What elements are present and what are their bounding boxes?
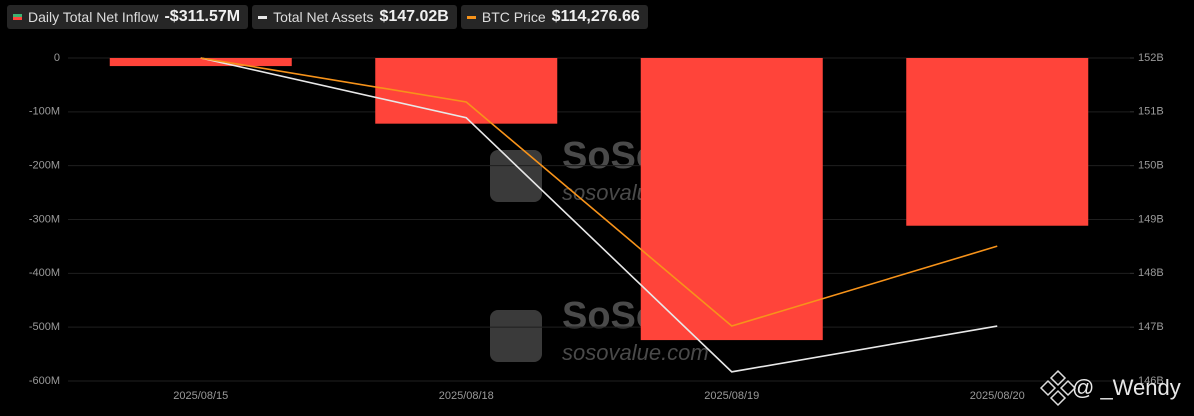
y2-tick-label: 147B [1138, 321, 1164, 333]
legend-label: Total Net Assets [273, 9, 374, 25]
y-tick-label: 0 [54, 52, 60, 64]
y-tick-label: -200M [29, 160, 60, 172]
x-tick-label: 2025/08/15 [173, 390, 228, 402]
x-tick-label: 2025/08/18 [439, 390, 494, 402]
legend-item[interactable]: BTC Price $114,276.66 [460, 5, 648, 29]
y2-tick-label: 152B [1138, 52, 1164, 64]
watermark-logo [490, 310, 542, 362]
x-tick-label: 2025/08/20 [970, 390, 1025, 402]
watermark-logo [490, 150, 542, 202]
legend-item[interactable]: Total Net Assets $147.02B [252, 5, 457, 29]
bar [906, 58, 1089, 226]
y-tick-label: -100M [29, 106, 60, 118]
legend-value: $147.02B [379, 8, 449, 25]
y-tick-label: -600M [29, 375, 60, 387]
legend-swatch [13, 14, 22, 20]
bar [640, 58, 823, 341]
y-tick-label: -300M [29, 213, 60, 225]
bar [109, 58, 292, 67]
legend-swatch [258, 15, 268, 19]
credit: @ _Wendy [1072, 375, 1181, 400]
legend-swatch [466, 15, 476, 19]
line [200, 57, 998, 327]
legend-value: $114,276.66 [551, 8, 640, 25]
y-tick-label: -400M [29, 267, 60, 279]
legend-label: Daily Total Net Inflow [28, 9, 159, 25]
y2-tick-label: 149B [1138, 213, 1164, 225]
legend-label: BTC Price [481, 9, 546, 25]
credit-logo [1039, 369, 1077, 407]
legend: Daily Total Net Inflow -$311.57M Total Net… [7, 5, 648, 29]
y-tick-label: -500M [29, 321, 60, 333]
y2-tick-label: 151B [1138, 106, 1164, 118]
watermark: sosovalue.com [562, 340, 709, 365]
legend-item[interactable]: Daily Total Net Inflow -$311.57M [7, 5, 249, 29]
line [200, 57, 998, 373]
y2-tick-label: 148B [1138, 267, 1164, 279]
x-tick-label: 2025/08/19 [704, 390, 759, 402]
y2-tick-label: 150B [1138, 160, 1164, 172]
y2-tick-label: 146B [1138, 375, 1164, 387]
bar [375, 58, 558, 124]
legend-value: -$311.57M [164, 8, 241, 25]
